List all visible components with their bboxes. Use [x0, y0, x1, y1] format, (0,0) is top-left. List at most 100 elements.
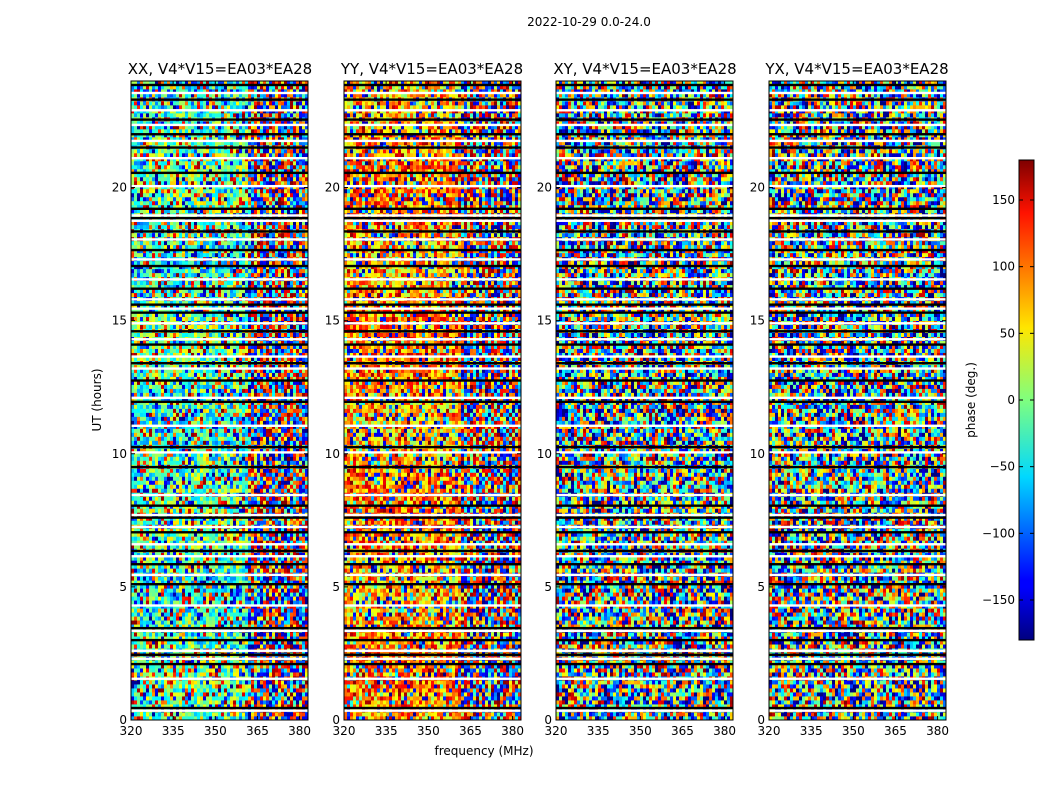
heatmap-cell [296, 480, 300, 485]
heatmap-cell [227, 428, 231, 433]
heatmap-cell [140, 532, 144, 537]
heatmap-cell [131, 688, 135, 693]
heatmap-cell [200, 716, 204, 721]
heatmap-cell [215, 420, 219, 425]
heatmap-cell [170, 696, 174, 701]
heatmap-cell [233, 580, 237, 585]
heatmap-cell [239, 392, 243, 397]
heatmap-cell [302, 404, 306, 409]
heatmap-cell [206, 412, 210, 417]
heatmap-cell [212, 556, 216, 561]
heatmap-cell [284, 684, 288, 689]
heatmap-cell [230, 664, 234, 669]
heatmap-cell [158, 716, 162, 721]
heatmap-cell [212, 528, 216, 533]
heatmap-cell [269, 468, 273, 473]
heatmap-cell [164, 564, 168, 569]
heatmap-cell [221, 408, 225, 413]
heatmap-cell [287, 420, 291, 425]
heatmap-cell [221, 404, 225, 409]
heatmap-cell [158, 404, 162, 409]
heatmap-cell [209, 472, 213, 477]
heatmap-cell [287, 496, 291, 501]
heatmap-cell [149, 508, 153, 513]
heatmap-cell [269, 384, 273, 389]
heatmap-cell [200, 488, 204, 493]
heatmap-cell [167, 636, 171, 641]
heatmap-cell [245, 608, 249, 613]
heatmap-cell [146, 532, 150, 537]
heatmap-cell [227, 388, 231, 393]
heatmap-cell [236, 660, 240, 665]
heatmap-cell [260, 584, 264, 589]
heatmap-cell [227, 716, 231, 721]
heatmap-cell [233, 472, 237, 477]
heatmap-cell [260, 488, 264, 493]
heatmap-cell [224, 440, 228, 445]
heatmap-cell [236, 632, 240, 637]
heatmap-cell [236, 584, 240, 589]
heatmap-cell [191, 700, 195, 705]
heatmap-cell [275, 712, 279, 717]
heatmap-cell [167, 468, 171, 473]
heatmap-cell [266, 392, 270, 397]
heatmap-cell [185, 600, 189, 605]
heatmap-cell [161, 428, 165, 433]
heatmap-cell [251, 520, 255, 525]
heatmap-cell [251, 636, 255, 641]
heatmap-cell [197, 588, 201, 593]
heatmap-cell [287, 460, 291, 465]
heatmap-cell [158, 704, 162, 709]
heatmap-cell [197, 432, 201, 437]
heatmap-cell [209, 428, 213, 433]
heatmap-cell [287, 392, 291, 397]
heatmap-cell [224, 460, 228, 465]
heatmap-cell [269, 608, 273, 613]
heatmap-cell [209, 508, 213, 513]
heatmap-cell [152, 452, 156, 457]
heatmap-cell [209, 620, 213, 625]
heatmap-cell [179, 712, 183, 717]
heatmap-cell [149, 500, 153, 505]
heatmap-cell [203, 536, 207, 541]
heatmap-cell [233, 508, 237, 513]
heatmap-cell [188, 500, 192, 505]
heatmap-cell [176, 384, 180, 389]
heatmap-cell [197, 520, 201, 525]
heatmap-cell [230, 536, 234, 541]
heatmap-cell [251, 536, 255, 541]
heatmap-cell [284, 544, 288, 549]
heatmap-cell [152, 428, 156, 433]
heatmap-cell [131, 644, 135, 649]
heatmap-cell [149, 380, 153, 385]
heatmap-cell [236, 488, 240, 493]
heatmap-cell [230, 608, 234, 613]
heatmap-cell [203, 576, 207, 581]
heatmap-cell [143, 712, 147, 717]
heatmap-cell [287, 668, 291, 673]
heatmap-cell [269, 704, 273, 709]
heatmap-cell [221, 480, 225, 485]
heatmap-cell [131, 392, 135, 397]
heatmap-cell [131, 532, 135, 537]
heatmap-cell [302, 408, 306, 413]
heatmap-cell [164, 468, 168, 473]
heatmap-cell [140, 568, 144, 573]
heatmap-cell [191, 460, 195, 465]
heatmap-cell [146, 560, 150, 565]
heatmap-cell [134, 392, 138, 397]
heatmap-cell [254, 620, 258, 625]
heatmap-cell [221, 684, 225, 689]
heatmap-cell [170, 420, 174, 425]
heatmap-cell [299, 640, 303, 645]
heatmap-cell [158, 544, 162, 549]
heatmap-cell [275, 640, 279, 645]
heatmap-cell [287, 560, 291, 565]
heatmap-cell [278, 688, 282, 693]
heatmap-cell [143, 616, 147, 621]
heatmap-cell [176, 636, 180, 641]
heatmap-cell [134, 712, 138, 717]
heatmap-cell [257, 544, 261, 549]
heatmap-cell [179, 448, 183, 453]
heatmap-cell [275, 428, 279, 433]
